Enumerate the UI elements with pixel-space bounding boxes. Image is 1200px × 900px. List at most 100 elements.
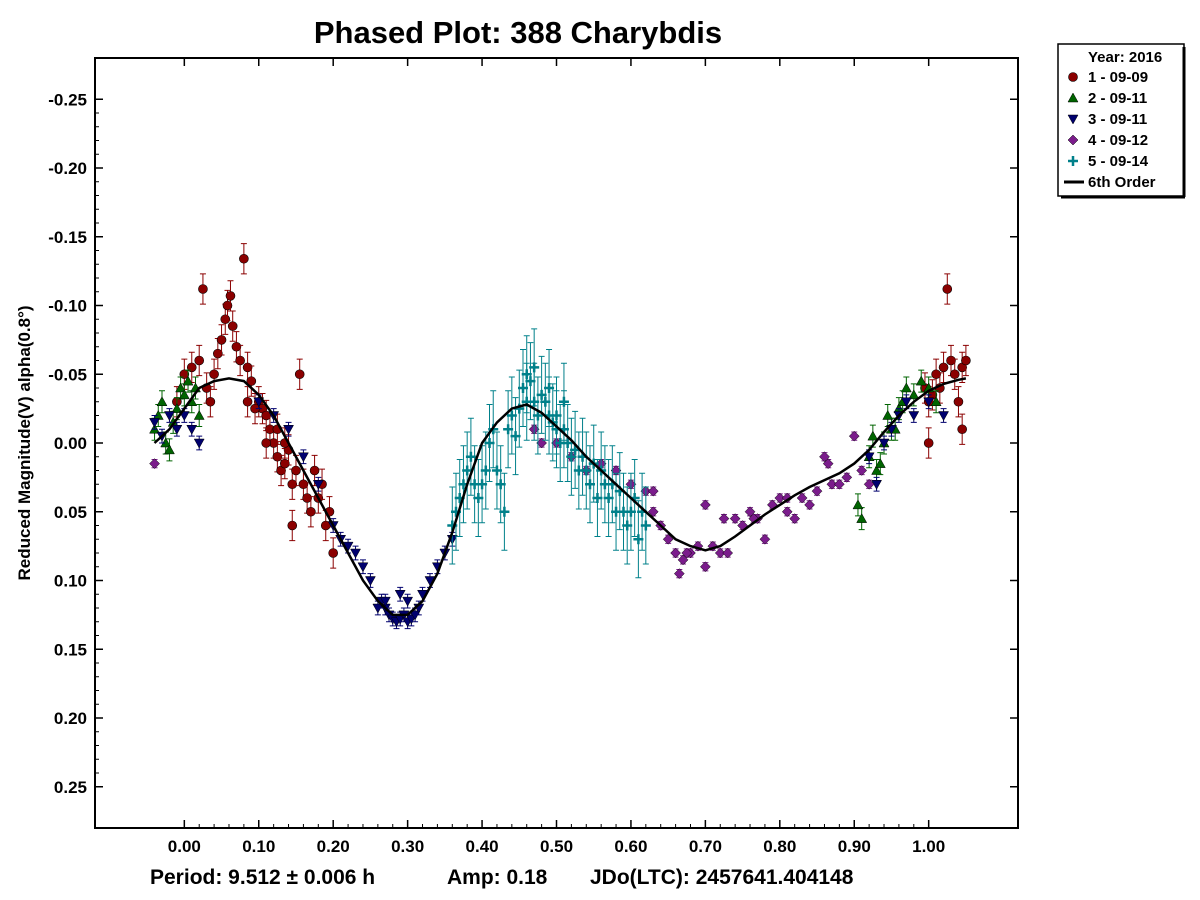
data-point: [700, 561, 711, 573]
data-point: [521, 369, 532, 380]
series-6: [153, 377, 967, 617]
data-point: [222, 300, 233, 311]
data-point: [774, 492, 786, 504]
data-point: [882, 409, 894, 420]
data-point: [938, 411, 949, 422]
legend-item: 4 - 09-12: [1067, 132, 1148, 149]
data-point: [312, 480, 324, 490]
legend-item: 3 - 09-11: [1067, 111, 1147, 128]
data-point: [364, 576, 376, 587]
data-point: [306, 506, 316, 517]
data-point: [670, 547, 681, 559]
y-tick-label: 0.15: [54, 640, 87, 659]
data-point: [394, 590, 406, 600]
y-tick-label: 0.20: [54, 709, 87, 728]
x-tick-label: 0.30: [391, 837, 424, 856]
data-point: [957, 424, 967, 435]
data-point: [871, 464, 882, 475]
data-point: [811, 485, 823, 497]
data-point: [915, 375, 927, 386]
data-point: [164, 411, 175, 422]
data-marks: [149, 243, 971, 630]
data-point: [953, 396, 964, 407]
legend-item: 6th Order: [1064, 174, 1156, 191]
data-point: [280, 458, 290, 469]
data-point: [930, 396, 942, 406]
legend-label: 4 - 09-12: [1088, 132, 1148, 149]
y-tick-label: -0.05: [48, 365, 87, 384]
data-point: [931, 369, 941, 380]
data-point: [302, 493, 312, 503]
data-point: [700, 499, 711, 511]
data-point: [946, 355, 956, 366]
y-tick-label: -0.15: [48, 228, 87, 247]
data-point: [544, 383, 555, 393]
data-point: [722, 547, 734, 559]
data-point: [298, 479, 309, 490]
x-tick-label: 0.80: [763, 837, 796, 856]
data-point: [294, 369, 305, 380]
y-tick-label: 0.00: [54, 434, 87, 453]
legend-item: 1 - 09-09: [1068, 69, 1148, 86]
data-point: [283, 425, 294, 435]
data-point: [287, 520, 298, 531]
data-point: [848, 430, 860, 442]
data-point: [863, 452, 875, 463]
data-point: [856, 513, 868, 523]
x-tick-label: 0.90: [838, 837, 871, 856]
data-point: [942, 284, 953, 294]
x-tick-label: 0.50: [540, 837, 573, 856]
legend-box: [1057, 43, 1185, 197]
y-tick-label: 0.25: [54, 778, 87, 797]
data-point: [826, 478, 838, 490]
x-tick-label: 0.70: [689, 837, 722, 856]
data-point: [402, 596, 414, 607]
data-point: [908, 389, 920, 400]
data-point: [714, 547, 726, 559]
data-point: [923, 438, 934, 448]
data-point: [227, 321, 238, 331]
data-point: [681, 547, 693, 559]
chart-title: Phased Plot: 388 Charybdis: [314, 15, 722, 50]
x-tick-label: 0.40: [466, 837, 499, 856]
data-point: [309, 465, 320, 476]
data-point: [796, 492, 808, 504]
x-axis: 0.00 0.10 0.20 0.30 0.40 0.50 0.60 0.70 0.80 0.90…: [168, 58, 945, 856]
y-tick-label: 0.10: [54, 572, 87, 591]
legend-marker: [1067, 114, 1079, 125]
y-tick-label: 0.05: [54, 503, 87, 522]
y-axis-label: Reduced Magnitude(V) alpha(0.8°): [15, 305, 34, 580]
legend-label: 6th Order: [1088, 174, 1156, 191]
x-tick-label: 1.00: [912, 837, 945, 856]
data-point: [900, 397, 912, 408]
data-point: [357, 562, 369, 573]
data-point: [673, 568, 685, 579]
data-point: [182, 375, 194, 386]
data-point: [961, 355, 971, 366]
legend-label: 5 - 09-14: [1088, 153, 1149, 170]
data-point: [379, 596, 391, 607]
data-point: [156, 396, 168, 406]
data-point: [297, 452, 309, 463]
data-point: [242, 396, 253, 407]
footer-amp: Amp: 0.18: [447, 866, 548, 889]
data-point: [878, 438, 890, 449]
data-point: [235, 355, 245, 366]
data-point: [171, 403, 183, 413]
data-point: [871, 480, 882, 490]
x-tick-label: 0.20: [317, 837, 350, 856]
data-point: [149, 458, 160, 469]
data-point: [647, 485, 659, 497]
x-tick-label: 0.60: [614, 837, 647, 856]
data-point: [198, 284, 208, 294]
series-4: [149, 423, 875, 579]
data-point: [246, 376, 257, 386]
legend-marker: [1067, 134, 1079, 146]
data-point: [242, 362, 253, 373]
data-point: [261, 438, 272, 448]
data-point: [822, 458, 834, 469]
data-point: [328, 548, 338, 558]
y-axis: -0.25 -0.20 -0.15 -0.10 -0.05 0.00 0.05 0.10 0.1…: [48, 90, 1018, 797]
data-point: [662, 533, 674, 545]
data-point: [350, 548, 361, 559]
